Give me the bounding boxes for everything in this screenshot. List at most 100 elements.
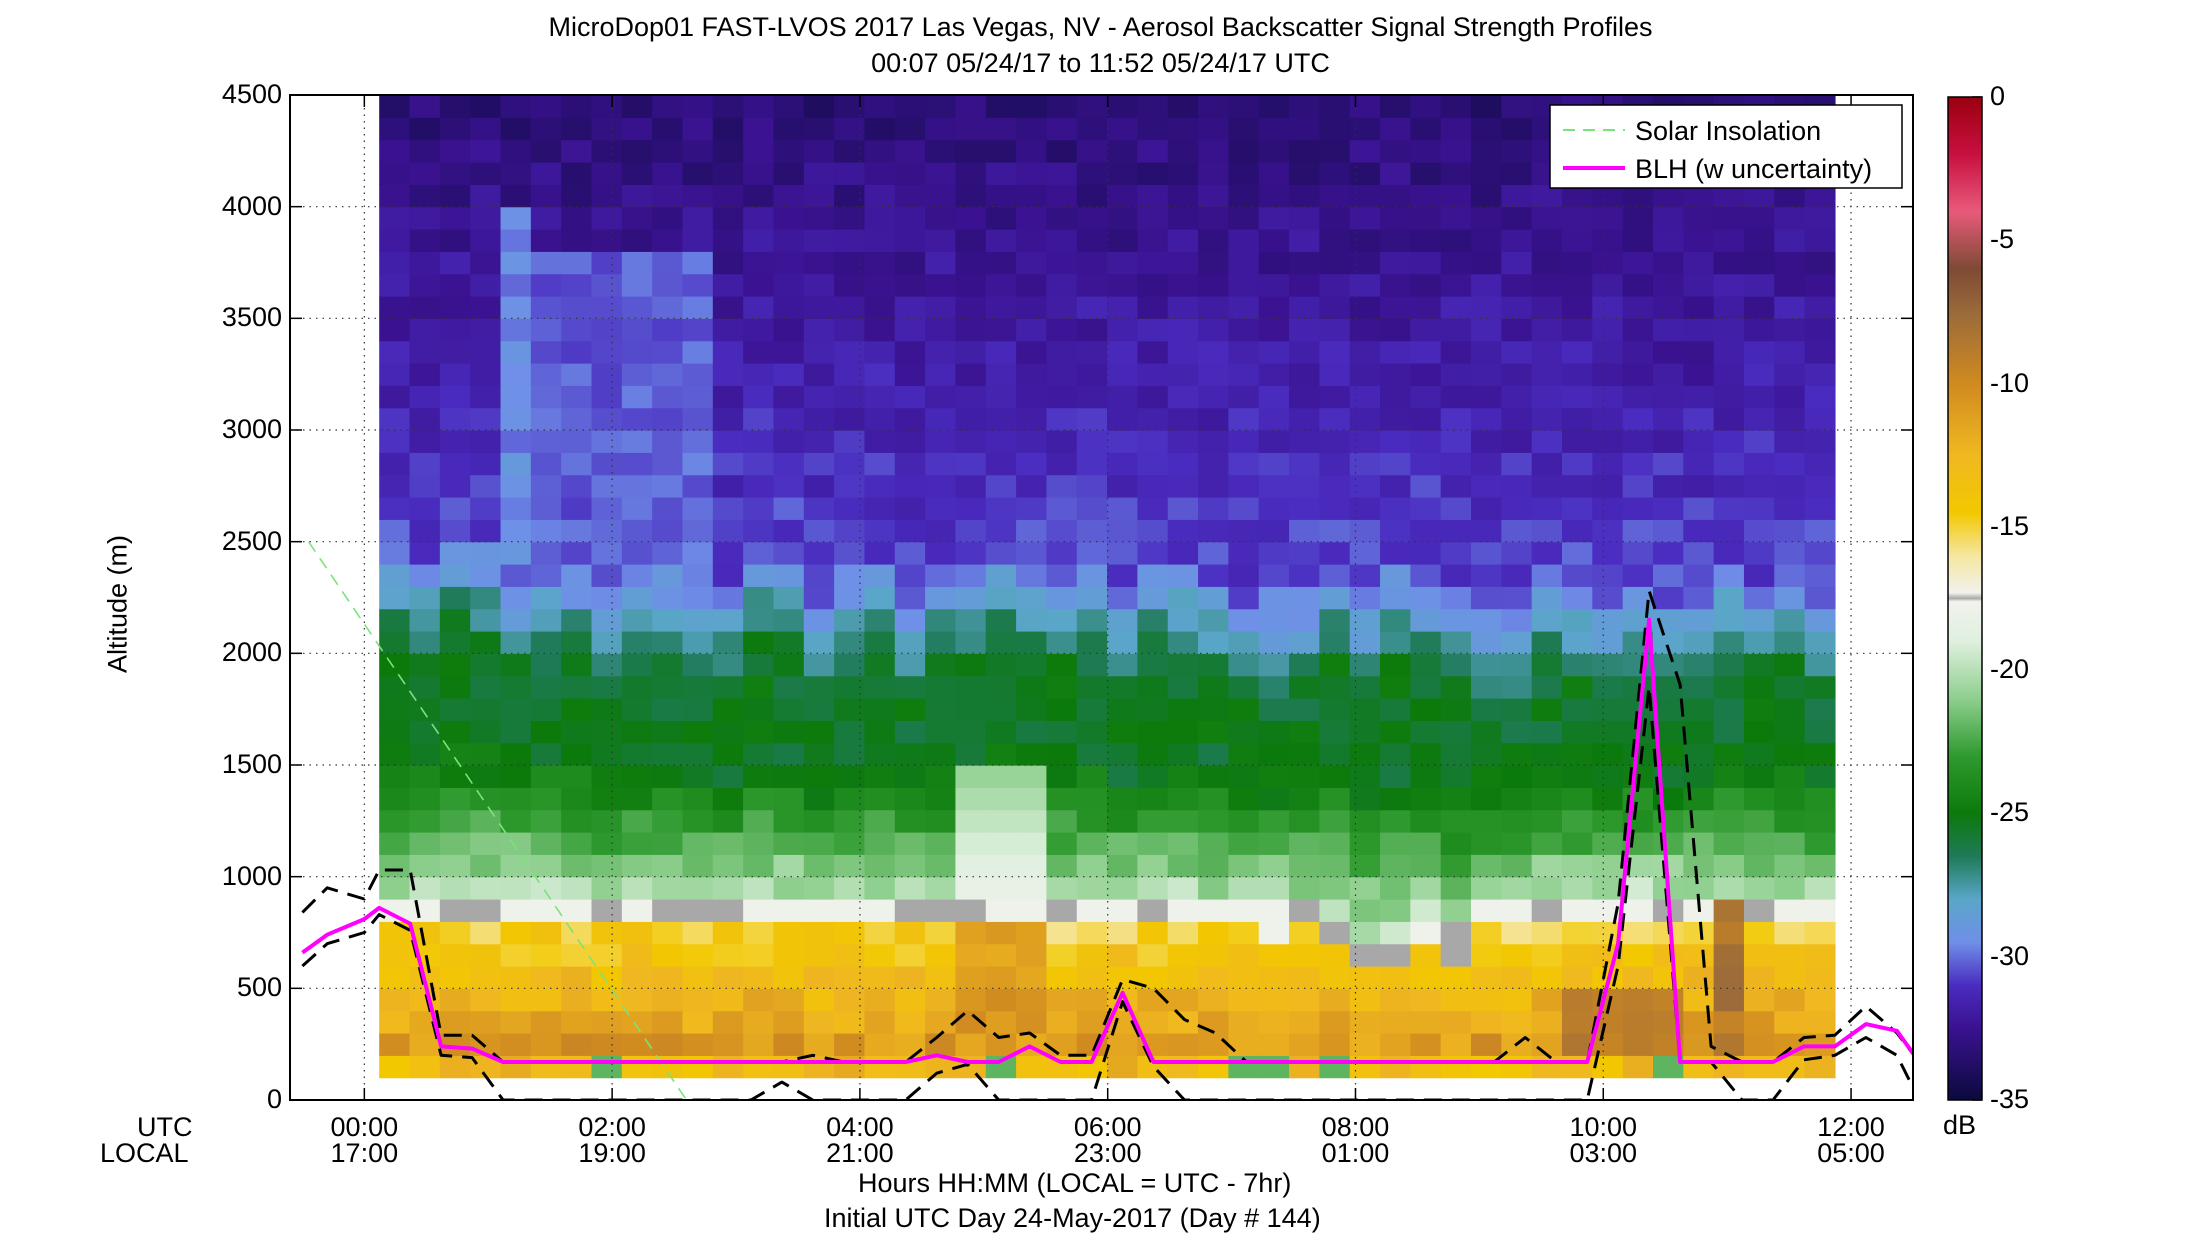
heatmap-cell xyxy=(1440,117,1472,141)
heatmap-cell xyxy=(682,452,714,476)
heatmap-cell xyxy=(1562,698,1593,721)
heatmap-cell xyxy=(803,899,835,922)
heatmap-cell xyxy=(621,899,653,922)
heatmap-cell xyxy=(1198,407,1229,431)
heatmap-cell xyxy=(470,921,502,945)
heatmap-cell xyxy=(1440,876,1472,900)
heatmap-cell xyxy=(925,809,957,833)
heatmap-cell xyxy=(1531,340,1563,364)
heatmap-cell xyxy=(682,720,714,744)
heatmap-cell xyxy=(500,921,532,945)
heatmap-cell xyxy=(955,340,987,364)
heatmap-cell xyxy=(985,742,1017,766)
heatmap-cell xyxy=(500,1010,532,1034)
heatmap-cell xyxy=(1501,363,1533,386)
heatmap-cell xyxy=(1531,966,1563,989)
heatmap-cell xyxy=(500,899,532,922)
heatmap-cell xyxy=(955,251,987,275)
heatmap-cell xyxy=(1622,251,1654,275)
heatmap-cell xyxy=(652,229,684,252)
heatmap-cell xyxy=(1349,899,1381,922)
heatmap-cell xyxy=(1683,273,1715,297)
heatmap-cell xyxy=(530,117,562,141)
colorbar-tick-label: -10 xyxy=(1990,367,2030,398)
heatmap-cell xyxy=(1622,273,1654,297)
heatmap-cell xyxy=(1167,564,1199,587)
heatmap-cell xyxy=(530,474,562,498)
heatmap-cell xyxy=(1531,899,1563,922)
heatmap-cell xyxy=(1046,966,1078,989)
heatmap-cell xyxy=(1167,675,1199,699)
heatmap-cell xyxy=(1076,720,1108,744)
heatmap-cell xyxy=(1471,430,1502,453)
heatmap-cell xyxy=(1774,1010,1806,1034)
heatmap-cell xyxy=(1349,1033,1381,1056)
heatmap-cell xyxy=(803,675,835,699)
heatmap-cell xyxy=(1076,184,1108,208)
heatmap-cell xyxy=(470,832,502,855)
heatmap-cell xyxy=(470,876,502,900)
heatmap-cell xyxy=(955,608,987,632)
heatmap-cell xyxy=(470,318,502,342)
heatmap-cell xyxy=(1713,340,1745,364)
heatmap-cell xyxy=(834,318,866,342)
heatmap-cell xyxy=(773,162,805,185)
heatmap-cell xyxy=(1683,988,1715,1012)
heatmap-cell xyxy=(439,296,471,319)
heatmap-cell xyxy=(1046,631,1078,654)
heatmap-cell xyxy=(439,988,471,1012)
heatmap-cell xyxy=(985,1010,1017,1034)
heatmap-cell xyxy=(409,385,441,409)
heatmap-cell xyxy=(1319,787,1351,811)
heatmap-cell xyxy=(985,407,1017,431)
heatmap-cell xyxy=(1228,608,1260,632)
heatmap-cell xyxy=(1107,876,1139,900)
heatmap-cell xyxy=(1410,519,1442,543)
heatmap-cell xyxy=(1349,430,1381,453)
heatmap-cell xyxy=(1046,184,1078,208)
heatmap-cell xyxy=(1622,988,1654,1012)
heatmap-cell xyxy=(712,564,744,587)
heatmap-cell xyxy=(1076,631,1108,654)
heatmap-cell xyxy=(1652,229,1684,252)
heatmap-cell xyxy=(409,206,441,230)
heatmap-cell xyxy=(894,720,926,744)
heatmap-cell xyxy=(1289,162,1320,185)
heatmap-cell xyxy=(1410,675,1442,699)
heatmap-cell xyxy=(803,966,835,989)
colorbar-tick-label: -35 xyxy=(1990,1084,2030,1114)
heatmap-cell xyxy=(439,273,471,297)
heatmap-cell xyxy=(1713,854,1745,878)
heatmap-cell xyxy=(1440,430,1472,453)
heatmap-cell xyxy=(864,899,896,922)
heatmap-cell xyxy=(530,631,562,654)
x-axis-label-day: Initial UTC Day 24-May-2017 (Day # 144) xyxy=(824,1203,1321,1233)
heatmap-cell xyxy=(864,519,896,543)
heatmap-cell xyxy=(1804,541,1836,565)
heatmap-cell xyxy=(1471,296,1502,319)
heatmap-cell xyxy=(1289,139,1320,163)
heatmap-cell xyxy=(439,340,471,364)
heatmap-cell xyxy=(894,1010,926,1034)
heatmap-cell xyxy=(1046,206,1078,230)
heatmap-cell xyxy=(652,564,684,587)
heatmap-cell xyxy=(1107,497,1139,520)
heatmap-cell xyxy=(621,184,653,208)
heatmap-cell xyxy=(1743,363,1775,386)
heatmap-cell xyxy=(682,519,714,543)
heatmap-cell xyxy=(1349,943,1381,967)
heatmap-cell xyxy=(409,363,441,386)
heatmap-cell xyxy=(1652,988,1684,1012)
series-blh xyxy=(301,617,1913,1064)
heatmap-cell xyxy=(955,162,987,185)
colorbar-gradient xyxy=(1947,96,1983,1101)
heatmap-cell xyxy=(1289,273,1320,297)
heatmap-cell xyxy=(682,631,714,654)
heatmap-cell xyxy=(1167,452,1199,476)
heatmap-cell xyxy=(682,787,714,811)
heatmap-cell xyxy=(1167,519,1199,543)
heatmap-cell xyxy=(379,363,411,386)
heatmap-cell xyxy=(1107,229,1139,252)
heatmap-cell xyxy=(1076,407,1108,431)
heatmap-cell xyxy=(834,206,866,230)
